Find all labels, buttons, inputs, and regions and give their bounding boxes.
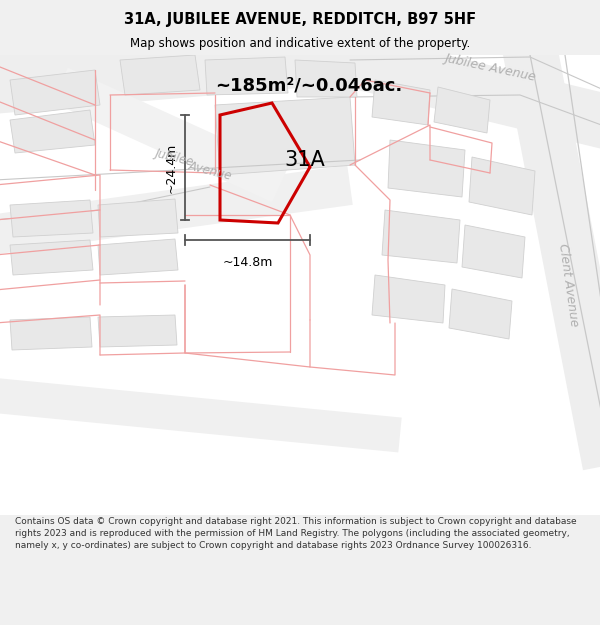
Text: ~14.8m: ~14.8m <box>223 256 272 269</box>
Polygon shape <box>323 28 600 152</box>
Polygon shape <box>469 157 535 215</box>
Text: Jubilee: Jubilee <box>154 146 196 168</box>
Polygon shape <box>98 199 178 237</box>
Polygon shape <box>372 80 430 125</box>
Polygon shape <box>215 97 355 175</box>
Text: 31A: 31A <box>284 150 325 170</box>
Text: Contains OS data © Crown copyright and database right 2021. This information is : Contains OS data © Crown copyright and d… <box>15 518 577 550</box>
Polygon shape <box>372 275 445 323</box>
Polygon shape <box>462 225 525 278</box>
Text: Clent Avenue: Clent Avenue <box>556 242 580 328</box>
Polygon shape <box>98 315 177 347</box>
Text: Avenue: Avenue <box>187 159 233 182</box>
Polygon shape <box>388 140 465 197</box>
Polygon shape <box>52 68 288 203</box>
Polygon shape <box>382 210 460 263</box>
Polygon shape <box>10 200 93 237</box>
Polygon shape <box>295 60 357 97</box>
Polygon shape <box>10 110 95 153</box>
Polygon shape <box>10 70 100 115</box>
Polygon shape <box>449 289 512 339</box>
Polygon shape <box>205 57 288 95</box>
Polygon shape <box>98 239 178 275</box>
Polygon shape <box>120 55 200 95</box>
Polygon shape <box>0 15 452 115</box>
Polygon shape <box>10 317 92 350</box>
Polygon shape <box>434 87 490 133</box>
Polygon shape <box>503 45 600 470</box>
Text: Map shows position and indicative extent of the property.: Map shows position and indicative extent… <box>130 38 470 51</box>
Text: 31A, JUBILEE AVENUE, REDDITCH, B97 5HF: 31A, JUBILEE AVENUE, REDDITCH, B97 5HF <box>124 12 476 27</box>
Polygon shape <box>10 240 93 275</box>
Text: ~24.4m: ~24.4m <box>164 142 178 192</box>
Text: Jubilee Avenue: Jubilee Avenue <box>443 51 537 83</box>
Polygon shape <box>0 165 353 255</box>
Text: ~185m²/~0.046ac.: ~185m²/~0.046ac. <box>215 76 402 94</box>
Polygon shape <box>0 378 401 452</box>
